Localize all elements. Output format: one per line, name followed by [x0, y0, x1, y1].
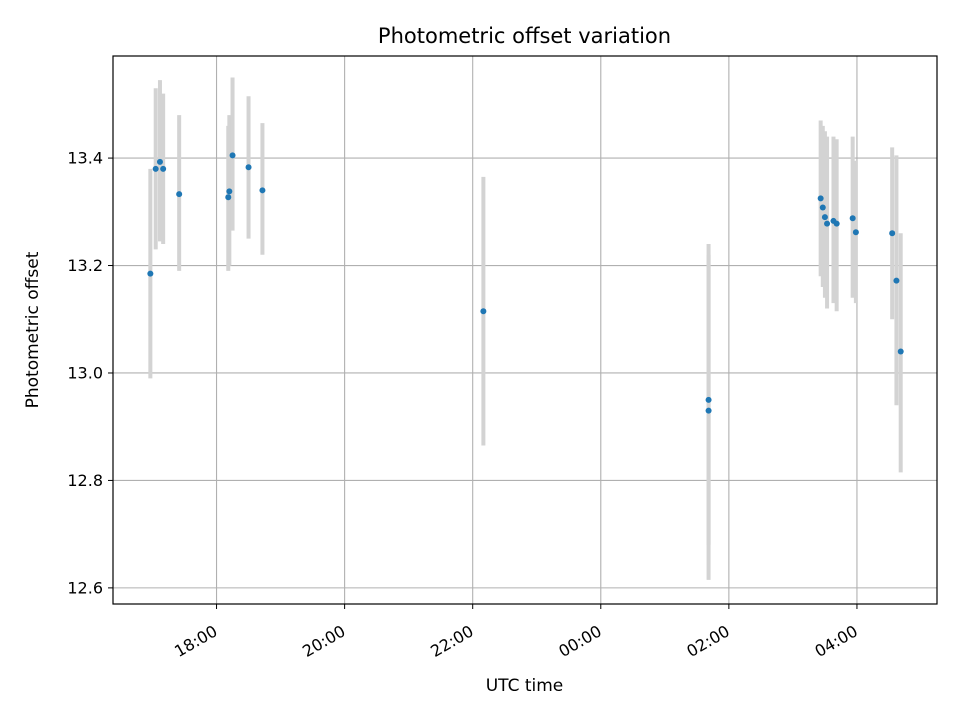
data-point	[819, 204, 826, 211]
data-point	[889, 230, 896, 237]
data-point	[821, 214, 828, 221]
data-point	[156, 158, 163, 165]
data-point	[705, 407, 712, 414]
data-point	[824, 220, 831, 227]
data-point	[245, 164, 252, 171]
data-point	[152, 165, 159, 172]
chart-title: Photometric offset variation	[378, 24, 671, 48]
data-point	[893, 277, 900, 284]
y-tick-label: 13.4	[67, 149, 103, 168]
data-point	[480, 308, 487, 315]
data-point	[147, 270, 154, 277]
data-point	[259, 187, 266, 194]
data-point	[225, 194, 232, 201]
data-point	[226, 188, 233, 195]
y-tick-label: 13.2	[67, 256, 103, 275]
x-axis-title: UTC time	[486, 676, 564, 696]
plot-area-frame	[112, 55, 938, 605]
y-axis: 12.6 12.8 13.0 13.2 13.4	[67, 149, 113, 597]
data-point	[852, 229, 859, 236]
data-point	[897, 348, 904, 355]
data-point	[817, 195, 824, 202]
y-tick-label: 12.8	[67, 471, 103, 490]
data-point	[833, 220, 840, 227]
y-axis-title: Photometric offset	[23, 251, 43, 408]
data-point	[176, 191, 183, 198]
y-tick-label: 13.0	[67, 363, 103, 382]
data-point	[849, 215, 856, 222]
data-point	[229, 152, 236, 159]
data-point	[705, 396, 712, 403]
data-points	[147, 152, 904, 414]
y-tick-label: 12.6	[67, 578, 103, 597]
data-point	[160, 165, 167, 172]
